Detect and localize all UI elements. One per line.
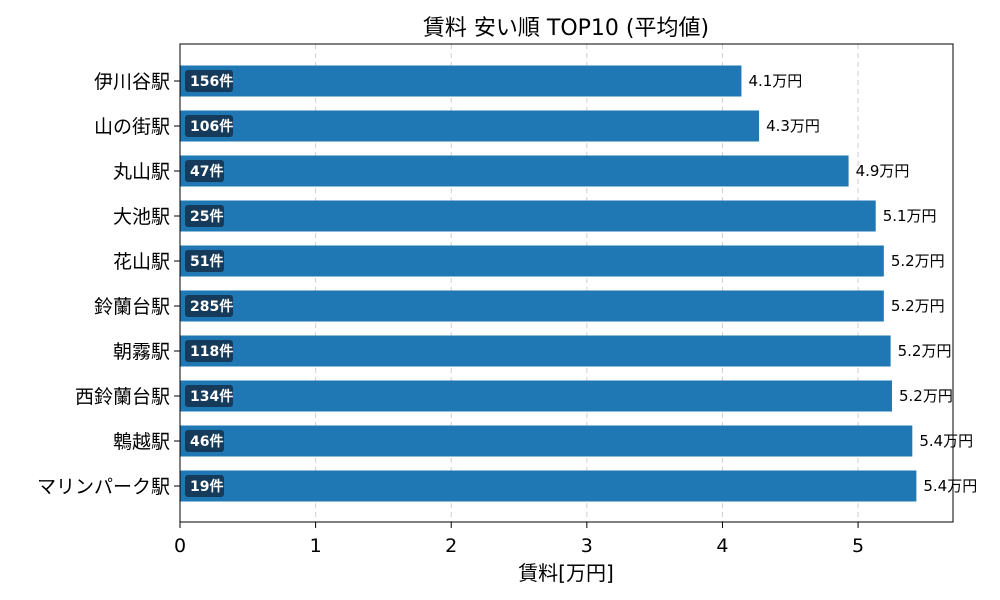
count-badge [185, 385, 233, 407]
value-label: 5.2万円 [898, 342, 952, 360]
count-label: 156件 [190, 73, 233, 90]
value-label: 5.2万円 [891, 252, 945, 270]
category-label: マリンパーク駅 [37, 476, 170, 498]
count-badge [185, 340, 233, 362]
count-label: 106件 [190, 118, 233, 135]
bar [180, 155, 849, 187]
count-label: 46件 [190, 433, 223, 450]
category-label: 鈴蘭台駅 [94, 296, 170, 318]
x-tick-label: 0 [174, 535, 186, 557]
count-badge [185, 430, 224, 452]
count-label: 47件 [190, 163, 223, 180]
count-label: 19件 [190, 478, 223, 495]
count-badge [185, 295, 233, 317]
category-label: 花山駅 [113, 251, 170, 273]
value-label: 5.2万円 [899, 387, 953, 405]
count-label: 134件 [190, 388, 233, 405]
count-badge [185, 205, 224, 227]
category-label: 朝霧駅 [113, 341, 170, 363]
category-label: 山の街駅 [94, 116, 170, 138]
x-tick-label: 1 [310, 535, 322, 557]
bar [180, 290, 884, 322]
count-badge [185, 115, 233, 137]
chart-title: 賃料 安い順 TOP10 (平均値) [423, 16, 709, 41]
x-tick-label: 4 [716, 535, 728, 557]
x-axis-label: 賃料[万円] [518, 561, 614, 585]
bar [180, 470, 917, 502]
value-label: 5.1万円 [883, 207, 937, 225]
value-label: 4.9万円 [856, 162, 910, 180]
count-badge [185, 250, 224, 272]
count-label: 118件 [190, 343, 233, 360]
x-tick-label: 5 [852, 535, 864, 557]
count-label: 51件 [190, 253, 223, 270]
bar [180, 200, 876, 232]
bar [180, 65, 742, 97]
category-label: 西鈴蘭台駅 [75, 386, 170, 408]
count-badge [185, 475, 224, 497]
x-tick-label: 3 [581, 535, 593, 557]
category-label: 鵯越駅 [113, 431, 170, 453]
bar [180, 425, 913, 457]
value-label: 5.4万円 [919, 432, 973, 450]
bar [180, 380, 892, 412]
value-label: 5.2万円 [891, 297, 945, 315]
value-label: 4.3万円 [766, 117, 820, 135]
bar [180, 335, 891, 367]
x-tick-label: 2 [445, 535, 457, 557]
bar [180, 110, 760, 142]
count-label: 285件 [190, 298, 233, 315]
value-label: 4.1万円 [748, 72, 802, 90]
category-label: 丸山駅 [113, 161, 170, 183]
plot-frame [179, 43, 954, 523]
category-label: 伊川谷駅 [94, 71, 170, 93]
x-ticks: 0 1 2 3 4 5 [174, 522, 864, 557]
count-label: 25件 [190, 208, 223, 225]
count-badge [185, 160, 224, 182]
count-badge [185, 70, 233, 92]
category-label: 大池駅 [113, 206, 170, 228]
value-label: 5.4万円 [923, 477, 977, 495]
bar [180, 245, 884, 277]
